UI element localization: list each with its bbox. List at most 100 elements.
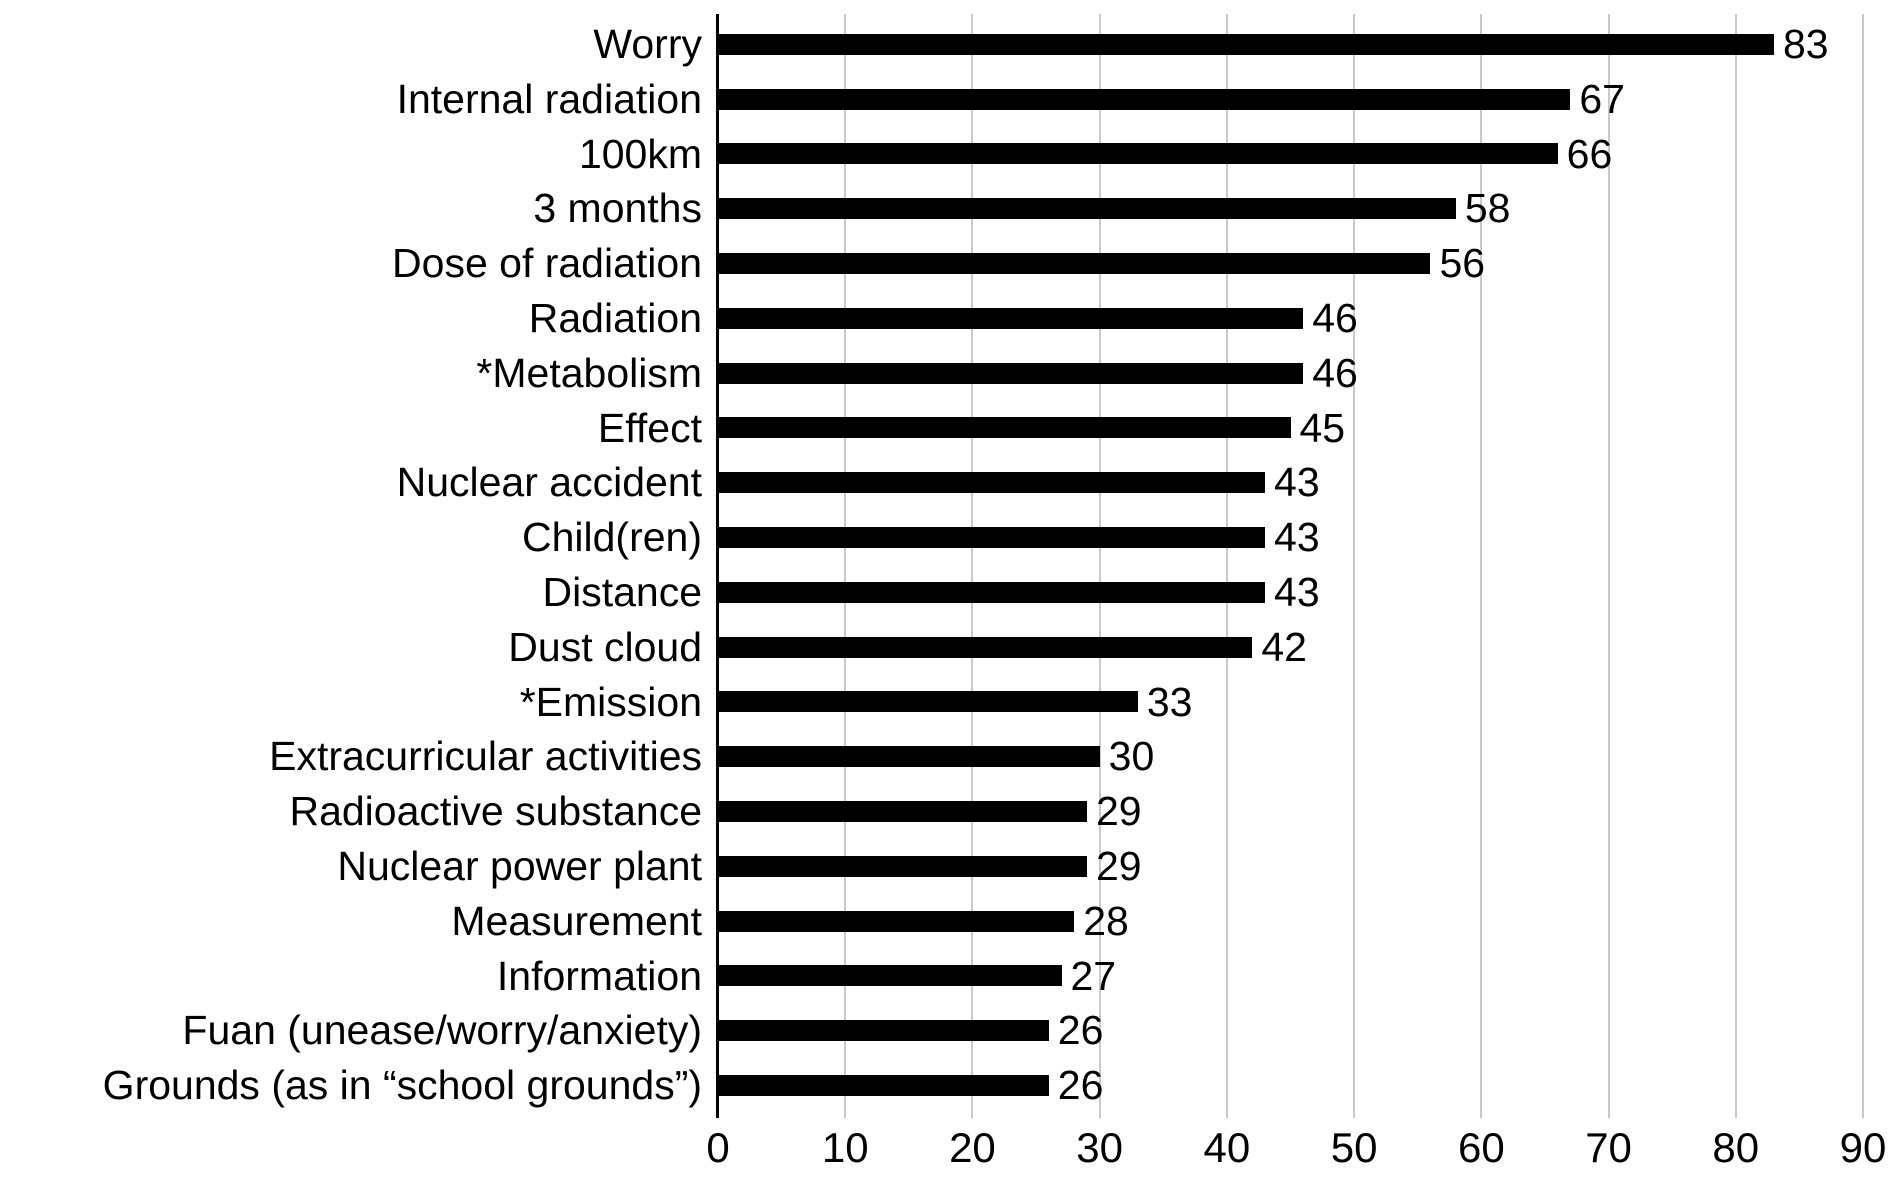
category-label: *Metabolism (476, 349, 702, 396)
x-tick-label-0: 0 (706, 1124, 730, 1171)
bar-row: Measurement 28 (0, 894, 1900, 949)
category-label: Fuan (unease/worry/anxiety) (182, 1007, 702, 1054)
category-label: Child(ren) (522, 514, 702, 561)
bar (718, 746, 1100, 768)
bar (718, 801, 1087, 823)
value-label: 43 (1274, 569, 1320, 615)
category-label: Measurement (451, 897, 702, 944)
bar-row: 100km 66 (0, 127, 1900, 182)
bar (718, 88, 1571, 110)
value-label: 27 (1070, 952, 1117, 999)
value-label: 26 (1057, 1062, 1104, 1109)
category-label: Information (496, 952, 702, 999)
value-label: 33 (1146, 678, 1193, 725)
gridline-90 (1862, 14, 1864, 1118)
bar (718, 362, 1304, 384)
category-label: Worry (593, 21, 702, 67)
y-axis-line (716, 14, 719, 1118)
x-tick-label-60: 60 (1457, 1124, 1505, 1171)
bar-row: Dose of radiation 56 (0, 236, 1900, 291)
gridline-50 (1353, 14, 1356, 1118)
x-tick-label-50: 50 (1330, 1124, 1378, 1171)
bar-row: Fuan (unease/worry/anxiety) 26 (0, 1003, 1900, 1058)
value-label: 58 (1464, 185, 1511, 232)
value-label: 56 (1439, 240, 1486, 287)
bar (718, 143, 1558, 165)
bar-row: 3 months 58 (0, 181, 1900, 236)
bar (718, 198, 1456, 220)
x-tick-label-40: 40 (1203, 1124, 1251, 1171)
bar (718, 855, 1087, 877)
bar-row: Effect 45 (0, 401, 1900, 456)
value-label: 42 (1261, 623, 1307, 670)
bar (718, 417, 1291, 439)
x-tick-label-70: 70 (1585, 1124, 1632, 1171)
value-label: 29 (1095, 788, 1142, 835)
value-label: 46 (1312, 349, 1358, 396)
bar-row: Child(ren) 43 (0, 510, 1900, 565)
bar (718, 253, 1431, 275)
bar-row: Grounds (as in “school grounds”) 26 (0, 1058, 1900, 1113)
x-tick-label-90: 90 (1839, 1124, 1887, 1171)
gridline-60 (1480, 14, 1483, 1118)
gridline-40 (1225, 14, 1228, 1118)
bar-row: Extracurricular activities 30 (0, 729, 1900, 784)
bar (718, 965, 1062, 987)
bar (718, 472, 1266, 494)
gridline-70 (1607, 14, 1610, 1118)
category-label: *Emission (519, 678, 702, 725)
category-label: Radiation (528, 295, 702, 341)
x-tick-label-30: 30 (1076, 1124, 1124, 1171)
bar-row: Radiation 46 (0, 291, 1900, 346)
category-label: Dust cloud (508, 623, 702, 670)
value-label: 83 (1782, 21, 1829, 67)
category-label: Dose of radiation (392, 240, 702, 287)
bar-row: Radioactive substance 29 (0, 784, 1900, 839)
category-label: Nuclear power plant (337, 843, 702, 889)
bar (718, 636, 1253, 658)
value-label: 26 (1057, 1007, 1104, 1054)
value-label: 46 (1312, 295, 1358, 341)
value-label: 67 (1579, 75, 1625, 122)
bar (718, 1075, 1049, 1097)
bar-row: Worry 83 (0, 17, 1900, 72)
value-label: 43 (1274, 459, 1320, 506)
x-tick-label-20: 20 (949, 1124, 996, 1171)
category-label: Radioactive substance (289, 788, 702, 835)
bar (718, 691, 1138, 713)
bar (718, 910, 1075, 932)
value-label: 29 (1095, 843, 1142, 889)
bar-row: Internal radiation 67 (0, 72, 1900, 127)
category-label: Grounds (as in “school grounds”) (102, 1062, 702, 1109)
value-label: 66 (1566, 130, 1613, 177)
gridline-20 (971, 14, 974, 1118)
x-tick-label-10: 10 (821, 1124, 869, 1171)
value-label: 45 (1299, 404, 1346, 451)
bar-row: Distance 43 (0, 565, 1900, 620)
bar-row: Nuclear accident 43 (0, 455, 1900, 510)
category-label: Internal radiation (396, 75, 702, 122)
category-label: Distance (542, 569, 702, 615)
bar-row: *Emission 33 (0, 675, 1900, 730)
value-label: 30 (1108, 733, 1155, 780)
category-label: Nuclear accident (396, 459, 702, 506)
bar-row: Nuclear power plant 29 (0, 839, 1900, 894)
x-tick-label-80: 80 (1712, 1124, 1760, 1171)
gridline-30 (1098, 14, 1101, 1118)
category-label: 100km (578, 130, 702, 177)
category-label: 3 months (533, 185, 702, 232)
value-label: 28 (1083, 897, 1129, 944)
bar-row: Dust cloud 42 (0, 620, 1900, 675)
bar (718, 527, 1266, 549)
bar (718, 581, 1266, 603)
bar-row: Information 27 (0, 949, 1900, 1004)
bar-row: *Metabolism 46 (0, 346, 1900, 401)
gridline-80 (1734, 14, 1737, 1118)
category-label: Effect (597, 404, 702, 451)
bar (718, 1020, 1049, 1042)
value-label: 43 (1274, 514, 1320, 561)
gridline-10 (844, 14, 847, 1118)
bar (718, 307, 1304, 329)
bar (718, 33, 1774, 55)
